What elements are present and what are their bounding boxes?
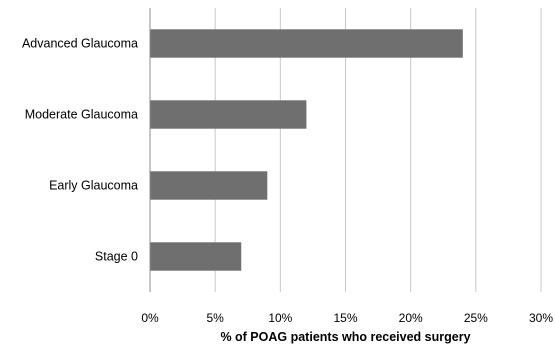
bars xyxy=(150,29,463,271)
category-labels: Advanced Glaucoma Moderate Glaucoma Early … xyxy=(22,37,138,264)
x-tick-label: 30% xyxy=(529,311,553,325)
category-label: Stage 0 xyxy=(95,250,138,264)
bar xyxy=(150,29,463,58)
x-tick-label: 25% xyxy=(464,311,488,325)
category-label: Moderate Glaucoma xyxy=(25,108,138,122)
x-tick-label: 10% xyxy=(268,311,292,325)
x-tick-labels: 0% 5% 10% 15% 20% 25% 30% xyxy=(141,311,553,325)
bar xyxy=(150,100,307,129)
x-tick-label: 15% xyxy=(333,311,357,325)
category-label: Advanced Glaucoma xyxy=(22,37,138,51)
x-tick-label: 20% xyxy=(399,311,423,325)
bar xyxy=(150,171,268,200)
x-tick-label: 5% xyxy=(206,311,224,325)
category-label: Early Glaucoma xyxy=(49,179,138,193)
bar xyxy=(150,242,242,271)
x-axis-title: % of POAG patients who received surgery xyxy=(220,330,470,344)
x-tick-label: 0% xyxy=(141,311,159,325)
